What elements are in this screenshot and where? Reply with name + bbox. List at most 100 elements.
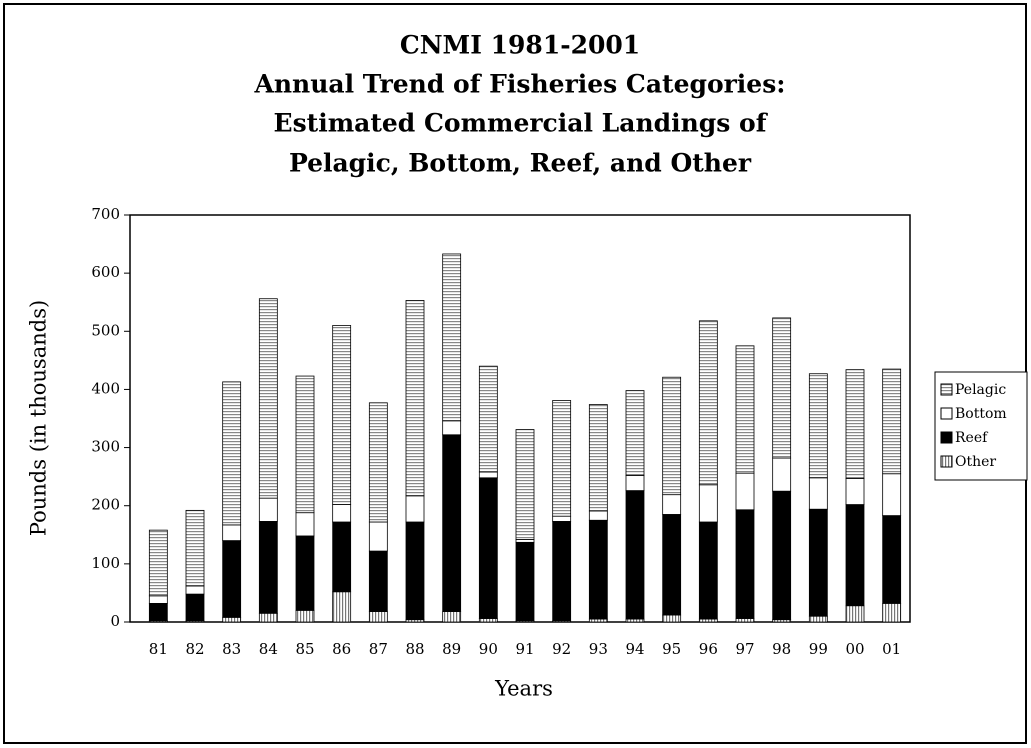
legend-swatch	[940, 383, 953, 396]
bar-segment	[698, 618, 718, 623]
bar-segment	[845, 477, 865, 505]
bar-segment	[442, 420, 462, 436]
bar-segment	[625, 490, 645, 620]
bar-segment	[442, 611, 462, 623]
bar-segment	[405, 495, 425, 523]
bar-segment	[222, 381, 242, 526]
bar-segment	[442, 434, 462, 612]
legend-label: Other	[955, 454, 996, 470]
bar-segment	[552, 400, 572, 517]
x-tick-label: 86	[332, 640, 351, 658]
bar-segment	[698, 484, 718, 523]
bar-segment	[882, 602, 902, 623]
chart-title: CNMI 1981-2001	[400, 31, 640, 60]
bar-segment	[772, 317, 792, 459]
bar-segment	[368, 521, 388, 552]
x-tick-label: 82	[185, 640, 204, 658]
bar-segment	[295, 375, 315, 514]
x-tick-label: 95	[662, 640, 681, 658]
x-tick-label: 90	[479, 640, 498, 658]
bar-segment	[222, 524, 242, 541]
y-tick-label: 200	[91, 496, 120, 514]
y-tick-label: 600	[91, 263, 120, 281]
x-axis-label: Years	[494, 677, 553, 701]
bar-segment	[185, 585, 205, 595]
x-tick-label: 92	[552, 640, 571, 658]
bar-segment	[478, 618, 498, 623]
bar-segment	[405, 521, 425, 621]
bar-segment	[368, 550, 388, 612]
bar-segment	[808, 615, 828, 623]
y-axis-label: Pounds (in thousands)	[27, 300, 51, 536]
bar-segment	[552, 515, 572, 522]
bar-segment	[148, 602, 168, 622]
bar-segment	[625, 618, 645, 623]
y-tick-label: 100	[91, 554, 120, 572]
bar-segment	[845, 504, 865, 607]
bar-segment	[882, 515, 902, 604]
x-tick-label: 85	[295, 640, 314, 658]
legend-swatch	[940, 431, 953, 444]
bar-segment	[588, 404, 608, 512]
bar-segment	[552, 521, 572, 622]
bar-segment	[588, 618, 608, 623]
bar-segment	[258, 298, 278, 499]
bar-segment	[735, 345, 755, 474]
bar-segment	[222, 616, 242, 623]
bar-segment	[405, 300, 425, 497]
bar-segment	[332, 504, 352, 523]
bar-segment	[332, 591, 352, 623]
x-tick-label: 99	[809, 640, 828, 658]
x-tick-label: 87	[369, 640, 388, 658]
x-tick-label: 88	[405, 640, 424, 658]
x-tick-label: 81	[149, 640, 168, 658]
y-tick-label: 300	[91, 438, 120, 456]
x-tick-label: 97	[735, 640, 754, 658]
x-tick-label: 96	[699, 640, 718, 658]
bar-segment	[772, 457, 792, 492]
bar-segment	[185, 509, 205, 587]
bar-segment	[882, 368, 902, 475]
x-tick-label: 01	[882, 640, 901, 658]
legend-swatch	[940, 455, 953, 468]
bar-segment	[478, 477, 498, 619]
bar-segment	[735, 509, 755, 619]
bar-segment	[808, 373, 828, 479]
legend-swatch	[940, 407, 953, 420]
bar-segment	[698, 320, 718, 486]
x-tick-label: 91	[515, 640, 534, 658]
y-tick-label: 500	[91, 321, 120, 339]
chart-title: Estimated Commercial Landings of	[274, 109, 769, 138]
bar-segment	[662, 494, 682, 515]
legend-label: Reef	[955, 430, 989, 446]
bar-segment	[258, 612, 278, 623]
bar-segment	[845, 605, 865, 623]
bar-segment	[625, 475, 645, 491]
x-tick-label: 84	[259, 640, 278, 658]
bar-segment	[515, 539, 535, 543]
y-tick-label: 400	[91, 379, 120, 397]
chart-title: Annual Trend of Fisheries Categories:	[253, 70, 785, 99]
bar-segment	[735, 618, 755, 623]
x-tick-label: 94	[625, 640, 644, 658]
bar-segment	[442, 253, 462, 422]
bar-segment	[808, 477, 828, 510]
bar-segment	[588, 510, 608, 521]
bar-segment	[845, 369, 865, 479]
bar-segment	[882, 473, 902, 516]
bar-segment	[148, 595, 168, 604]
bar-segment	[478, 471, 498, 479]
bar-segment	[772, 490, 792, 621]
bar-segment	[332, 521, 352, 593]
y-tick-label: 0	[110, 612, 120, 630]
bar-segment	[295, 609, 315, 623]
bar-segment	[662, 514, 682, 616]
legend-label: Bottom	[955, 406, 1007, 422]
bar-segment	[515, 429, 535, 540]
bar-segment	[625, 390, 645, 476]
bar-segment	[515, 541, 535, 622]
bar-segment	[332, 325, 352, 505]
bar-segment	[185, 593, 205, 622]
bar-segment	[478, 365, 498, 473]
